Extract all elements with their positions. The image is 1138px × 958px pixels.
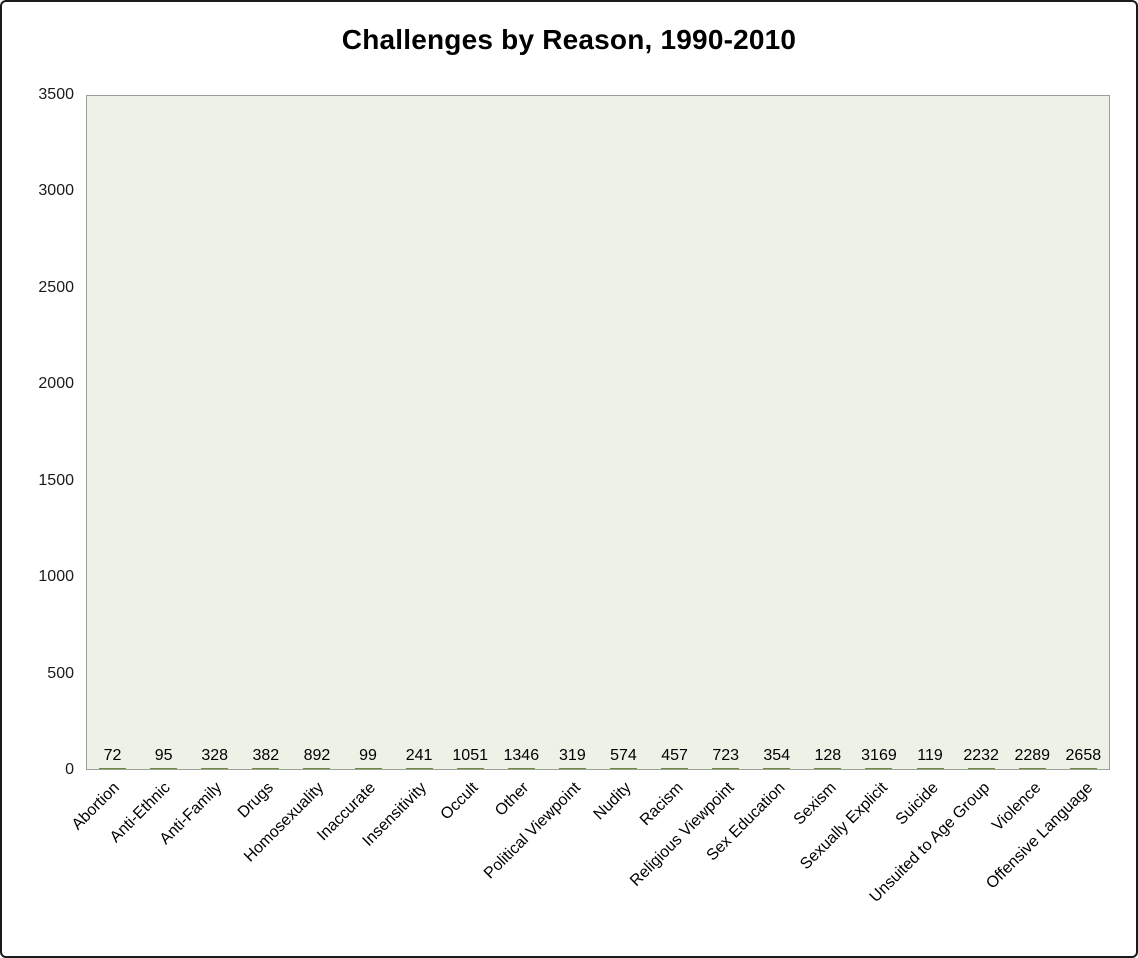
- x-tick-label: Nudity: [590, 779, 635, 824]
- bar-slot: 2658: [1058, 748, 1109, 769]
- bar-value-label: 723: [712, 747, 740, 764]
- bar-value-label: 241: [405, 747, 433, 764]
- bar-value-label: 1051: [452, 747, 488, 764]
- bar: [99, 768, 127, 769]
- y-axis: 0 500 1000 1500 2000 2500 3000 3500: [24, 87, 86, 778]
- bar: [201, 768, 229, 769]
- bar-slot: 328: [189, 748, 240, 769]
- bar-slot: 128: [802, 748, 853, 769]
- bar-slot: 574: [598, 748, 649, 769]
- chart-area: 0 500 1000 1500 2000 2500 3000 3500 72 95 328 382 8…: [24, 87, 1110, 956]
- bar-value-label: 319: [559, 747, 586, 764]
- x-label-slot: Abortion: [69, 770, 137, 956]
- y-tick-label: 2000: [38, 375, 74, 393]
- bar-slot: 382: [240, 748, 291, 769]
- bar-slot: 3169: [853, 748, 904, 769]
- bar-value-label: 72: [103, 747, 122, 764]
- bar-slot: 2232: [956, 748, 1007, 769]
- bar-value-label: 3169: [861, 747, 897, 764]
- bar: [865, 768, 893, 769]
- bar-slot: 119: [905, 748, 956, 769]
- y-tick-label: 3000: [38, 182, 74, 200]
- plot-wrap: 72 95 328 382 892 99 241 1051 1346 319 574 457 723 35…: [69, 95, 1110, 956]
- bar-slot: 1346: [496, 748, 547, 769]
- chart-title: Challenges by Reason, 1990-2010: [341, 24, 797, 55]
- bar-slot: 723: [700, 748, 751, 769]
- bar: [609, 768, 637, 769]
- bar: [558, 768, 586, 769]
- bar: [1018, 768, 1046, 769]
- x-label-slot: Anti-Family: [157, 770, 239, 956]
- bar-slot: 892: [291, 748, 342, 769]
- x-label-slot: Political Viewpoint: [481, 770, 598, 956]
- plot-area: 72 95 328 382 892 99 241 1051 1346 319 574 457 723 35…: [86, 95, 1110, 770]
- x-label-slot: Anti-Ethnic: [107, 770, 188, 956]
- bar: [150, 768, 178, 769]
- x-label-slot: Offensive Language: [983, 770, 1110, 956]
- bar-slot: 2289: [1007, 748, 1058, 769]
- bar-value-label: 574: [610, 747, 637, 764]
- bar: [252, 768, 280, 769]
- bar: [967, 768, 995, 769]
- x-label-slot: Sex Education: [704, 770, 803, 956]
- bar-value-label: 892: [303, 747, 331, 764]
- bar-slot: 319: [547, 748, 598, 769]
- bar-value-label: 2289: [1014, 747, 1051, 764]
- y-tick-label: 500: [47, 664, 74, 682]
- bar: [763, 768, 791, 769]
- bar: [712, 768, 740, 769]
- bar-slot: 241: [394, 748, 445, 769]
- bar-slot: 99: [342, 748, 393, 769]
- bar-value-label: 382: [252, 747, 280, 764]
- bar: [405, 768, 433, 769]
- x-label-slot: Religious Viewpoint: [627, 770, 751, 956]
- bar-value-label: 1346: [503, 747, 540, 764]
- bar: [507, 768, 535, 769]
- bar-slot: 457: [649, 748, 700, 769]
- y-tick-label: 1000: [38, 568, 74, 586]
- bar-value-label: 2658: [1065, 747, 1102, 764]
- x-tick-label: Occult: [437, 779, 482, 824]
- x-label-slot: Drugs: [234, 770, 291, 956]
- y-tick-label: 0: [65, 761, 74, 778]
- bar: [814, 768, 842, 769]
- bar: [456, 768, 484, 769]
- x-axis-labels: Abortion Anti-Ethnic Anti-Family Drugs Homos…: [69, 770, 1110, 956]
- bar: [1069, 768, 1097, 769]
- bar-slot: 354: [751, 748, 802, 769]
- x-label-slot: Homosexuality: [242, 770, 342, 956]
- bars: 72 95 328 382 892 99 241 1051 1346 319 574 457 723 35…: [87, 96, 1109, 769]
- bar: [303, 768, 331, 769]
- y-tick-label: 1500: [38, 471, 74, 489]
- bar: [916, 768, 944, 769]
- bar-value-label: 328: [201, 747, 229, 764]
- bar-slot: 1051: [445, 748, 496, 769]
- bar: [661, 768, 689, 769]
- x-tick-label: Drugs: [234, 779, 277, 822]
- x-tick-label: Other: [492, 779, 533, 820]
- bar-value-label: 99: [359, 747, 377, 764]
- bar-value-label: 2232: [963, 747, 999, 764]
- x-label-slot: Inaccurate: [314, 770, 393, 956]
- bar-slot: 95: [138, 748, 189, 769]
- y-tick-label: 2500: [38, 278, 74, 296]
- bar-value-label: 457: [661, 747, 688, 764]
- bar-value-label: 119: [917, 747, 943, 764]
- x-label-slot: Insensitivity: [360, 770, 444, 956]
- bar-value-label: 95: [154, 747, 173, 764]
- bar: [354, 768, 382, 769]
- y-tick-label: 3500: [38, 86, 74, 103]
- bar-value-label: 128: [814, 747, 842, 764]
- bar-slot: 72: [87, 748, 138, 769]
- bar-value-label: 354: [763, 747, 791, 764]
